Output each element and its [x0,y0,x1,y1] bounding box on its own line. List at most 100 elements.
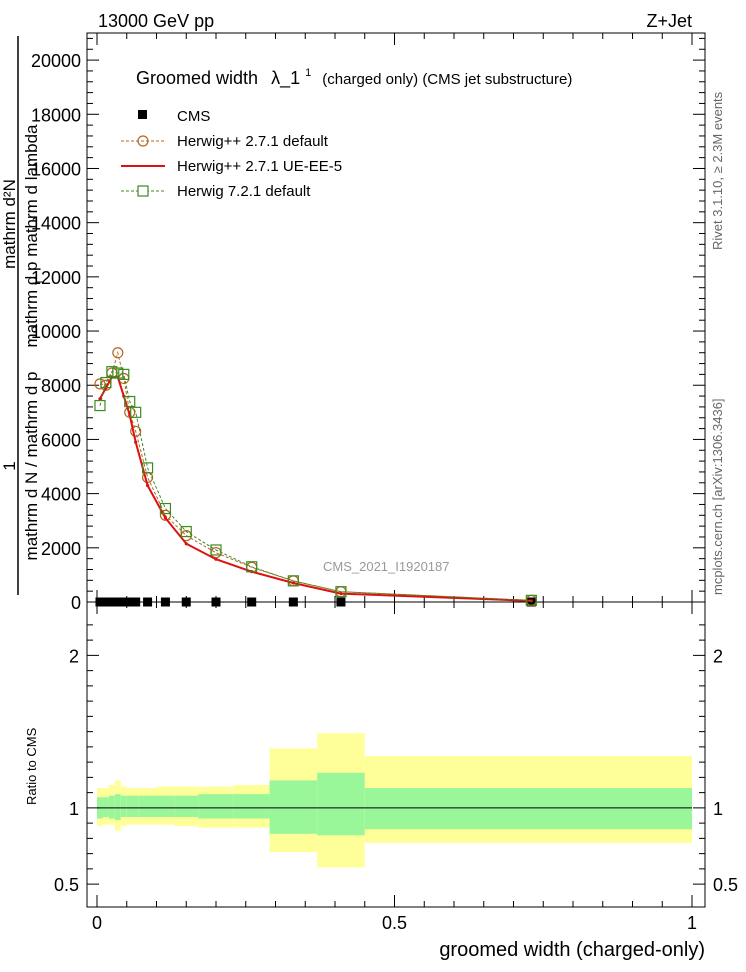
header-process: Z+Jet [646,11,692,31]
y-label-sub: T [34,278,46,285]
main-y-tick-label: 18000 [31,105,81,125]
cms-data-point [336,597,346,607]
legend-marker-cms [138,110,147,119]
y-label-den: mathrm d N / mathrm d p [22,372,41,561]
legend-label-cms: CMS [177,108,210,125]
series-point [214,557,218,561]
legend-marker-herwig7 [137,185,149,197]
cms-data-point [181,597,191,607]
series-point [124,395,136,408]
x-tick-label: 1 [687,913,697,933]
ratio-y-tick-label-right: 0.5 [713,875,738,895]
cms-data-point [247,597,257,607]
cms-data-point [288,597,298,607]
chart-title: Groomed width λ_1 1 (charged only) (CMS … [136,60,572,89]
legend-label-herwigpp-ueee5: Herwig++ 2.7.1 UE-EE-5 [177,158,342,175]
ratio-uncertainty-bands [97,733,692,868]
series-point [100,376,112,389]
series-point [529,599,533,603]
ratio-inner-band-bin [269,780,318,834]
ratio-axes: 0.5 0.5 1 1 2 2 0 0.5 1 [54,602,738,933]
ratio-inner-band-bin [114,794,121,821]
series-point [130,406,142,418]
ratio-y-label: Ratio to CMS [24,727,39,805]
cms-data-point [101,597,111,607]
main-y-axis: 0 2000 4000 6000 8000 10000 12000 14000 16000 180… [31,33,705,613]
series-point [339,592,343,596]
ratio-inner-band-bin [233,794,270,819]
cms-data-point [107,597,117,607]
series-point [118,368,130,380]
main-y-tick-label: 14000 [31,214,81,234]
cms-data-point [143,597,153,607]
ratio-y-tick-label-right: 1 [713,799,723,819]
y-label-num2: mathrm d²N [0,179,19,269]
series-point [335,586,347,598]
ratio-inner-band-bin [317,772,365,836]
series-point [130,425,142,437]
main-y-tick-label: 20000 [31,51,81,71]
rivet-version: Rivet 3.1.10, ≥ 2.3M events [710,91,725,250]
series-point [163,516,168,520]
main-y-tick-label: 6000 [41,430,81,450]
ratio-y-tick-label-right: 2 [713,646,723,666]
main-y-tick-label: 10000 [31,322,81,342]
series-point [210,547,222,559]
legend-marker-herwigpp-default [137,135,149,147]
ratio-inner-band-bin [120,795,127,818]
series-point [210,544,222,556]
cms-data-point [131,597,141,607]
ratio-inner-band-bin [156,795,175,818]
y-label-num: 1 [0,461,19,470]
legend: CMS Herwig++ 2.7.1 default Herwig++ 2.7.… [121,108,342,200]
series-line [99,376,532,602]
ratio-y-tick-label: 1 [69,799,79,819]
series-point [106,366,118,378]
cms-data-point [95,597,105,607]
series-point [141,462,154,474]
series-point [525,594,537,606]
main-y-tick-label: 12000 [31,268,81,288]
ratio-plot-frame [86,601,706,908]
legend-label-herwig7: Herwig 7.2.1 default [177,183,311,200]
header-energy: 13000 GeV pp [98,11,214,31]
ratio-y-tick-label: 2 [69,646,79,666]
series-point [94,399,106,412]
series-point [98,397,102,401]
mcplots-credit: mcplots.cern.ch [arXiv:1306.3436] [710,398,725,595]
series-point [112,367,124,379]
series-point [184,542,188,546]
series-point [134,440,138,444]
series-line [99,371,532,601]
main-y-tick-label: 2000 [41,539,81,559]
ratio-inner-band-bin [174,795,199,818]
cms-data-point [125,597,135,607]
main-y-tick-label: 4000 [41,485,81,505]
ratio-y-tick-label: 0.5 [54,875,79,895]
cms-data-point [211,597,221,607]
x-tick-label: 0 [92,913,102,933]
series-point [112,347,124,359]
ratio-inner-band-bin [102,797,109,818]
ratio-inner-band-bin [198,794,234,819]
series-point [180,525,192,538]
ratio-inner-band-bin [138,795,157,818]
x-axis-label: groomed width (charged-only) [439,939,705,961]
ratio-inner-band-bin [108,795,115,819]
series-point [159,502,172,515]
series-point [145,483,150,488]
series-point [159,509,172,521]
main-y-label: 1 mathrm d N / mathrm d p mathrm d²N mat… [0,124,46,560]
series-point [287,575,299,587]
series-layer [94,347,537,607]
cms-data-point [113,597,123,607]
ratio-inner-band-bin [126,795,139,818]
series-point [246,561,258,573]
series-point [291,581,295,585]
main-y-tick-label: 8000 [41,376,81,396]
ratio-inner-band-bin [364,788,692,830]
cms-data-point [119,597,129,607]
main-y-tick-label: 0 [71,593,81,613]
series-point [94,378,106,390]
